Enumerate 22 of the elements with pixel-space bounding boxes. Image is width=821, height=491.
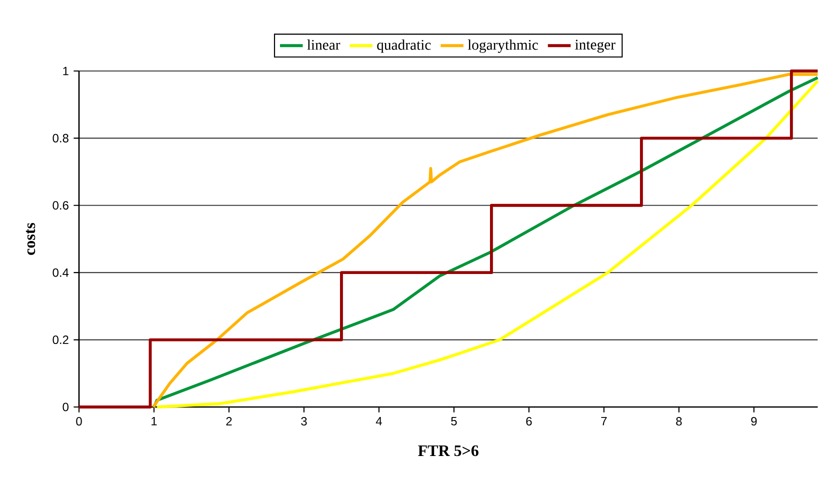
y-axis-title: costs bbox=[26, 222, 36, 255]
x-tick-label: 8 bbox=[676, 417, 682, 426]
x-tick-label: 1 bbox=[152, 417, 157, 426]
x-tick-label: 4 bbox=[376, 417, 382, 426]
y-tick-label: 1 bbox=[63, 66, 68, 76]
y-tick-label: 0.8 bbox=[52, 134, 68, 142]
legend-label: quadratic bbox=[377, 40, 431, 53]
legend-label: logarythmic bbox=[468, 40, 538, 53]
x-tick-label: 7 bbox=[601, 417, 607, 426]
x-tick-label: 5 bbox=[451, 417, 457, 426]
x-tick-label: 2 bbox=[226, 417, 232, 426]
x-tick-label: 9 bbox=[751, 417, 757, 426]
x-axis-title: FTR 5>6 bbox=[418, 445, 478, 456]
x-tick-label: 0 bbox=[76, 417, 82, 426]
y-tick-label: 0.2 bbox=[52, 336, 68, 344]
legend-label: integer bbox=[575, 40, 616, 53]
y-tick-label: 0.4 bbox=[52, 268, 69, 277]
y-tick-label: 0 bbox=[62, 402, 68, 412]
legend-label: linear bbox=[307, 40, 340, 50]
x-tick-label: 3 bbox=[301, 417, 307, 426]
y-tick-label: 0.6 bbox=[52, 201, 68, 210]
x-tick-label: 6 bbox=[526, 417, 532, 426]
